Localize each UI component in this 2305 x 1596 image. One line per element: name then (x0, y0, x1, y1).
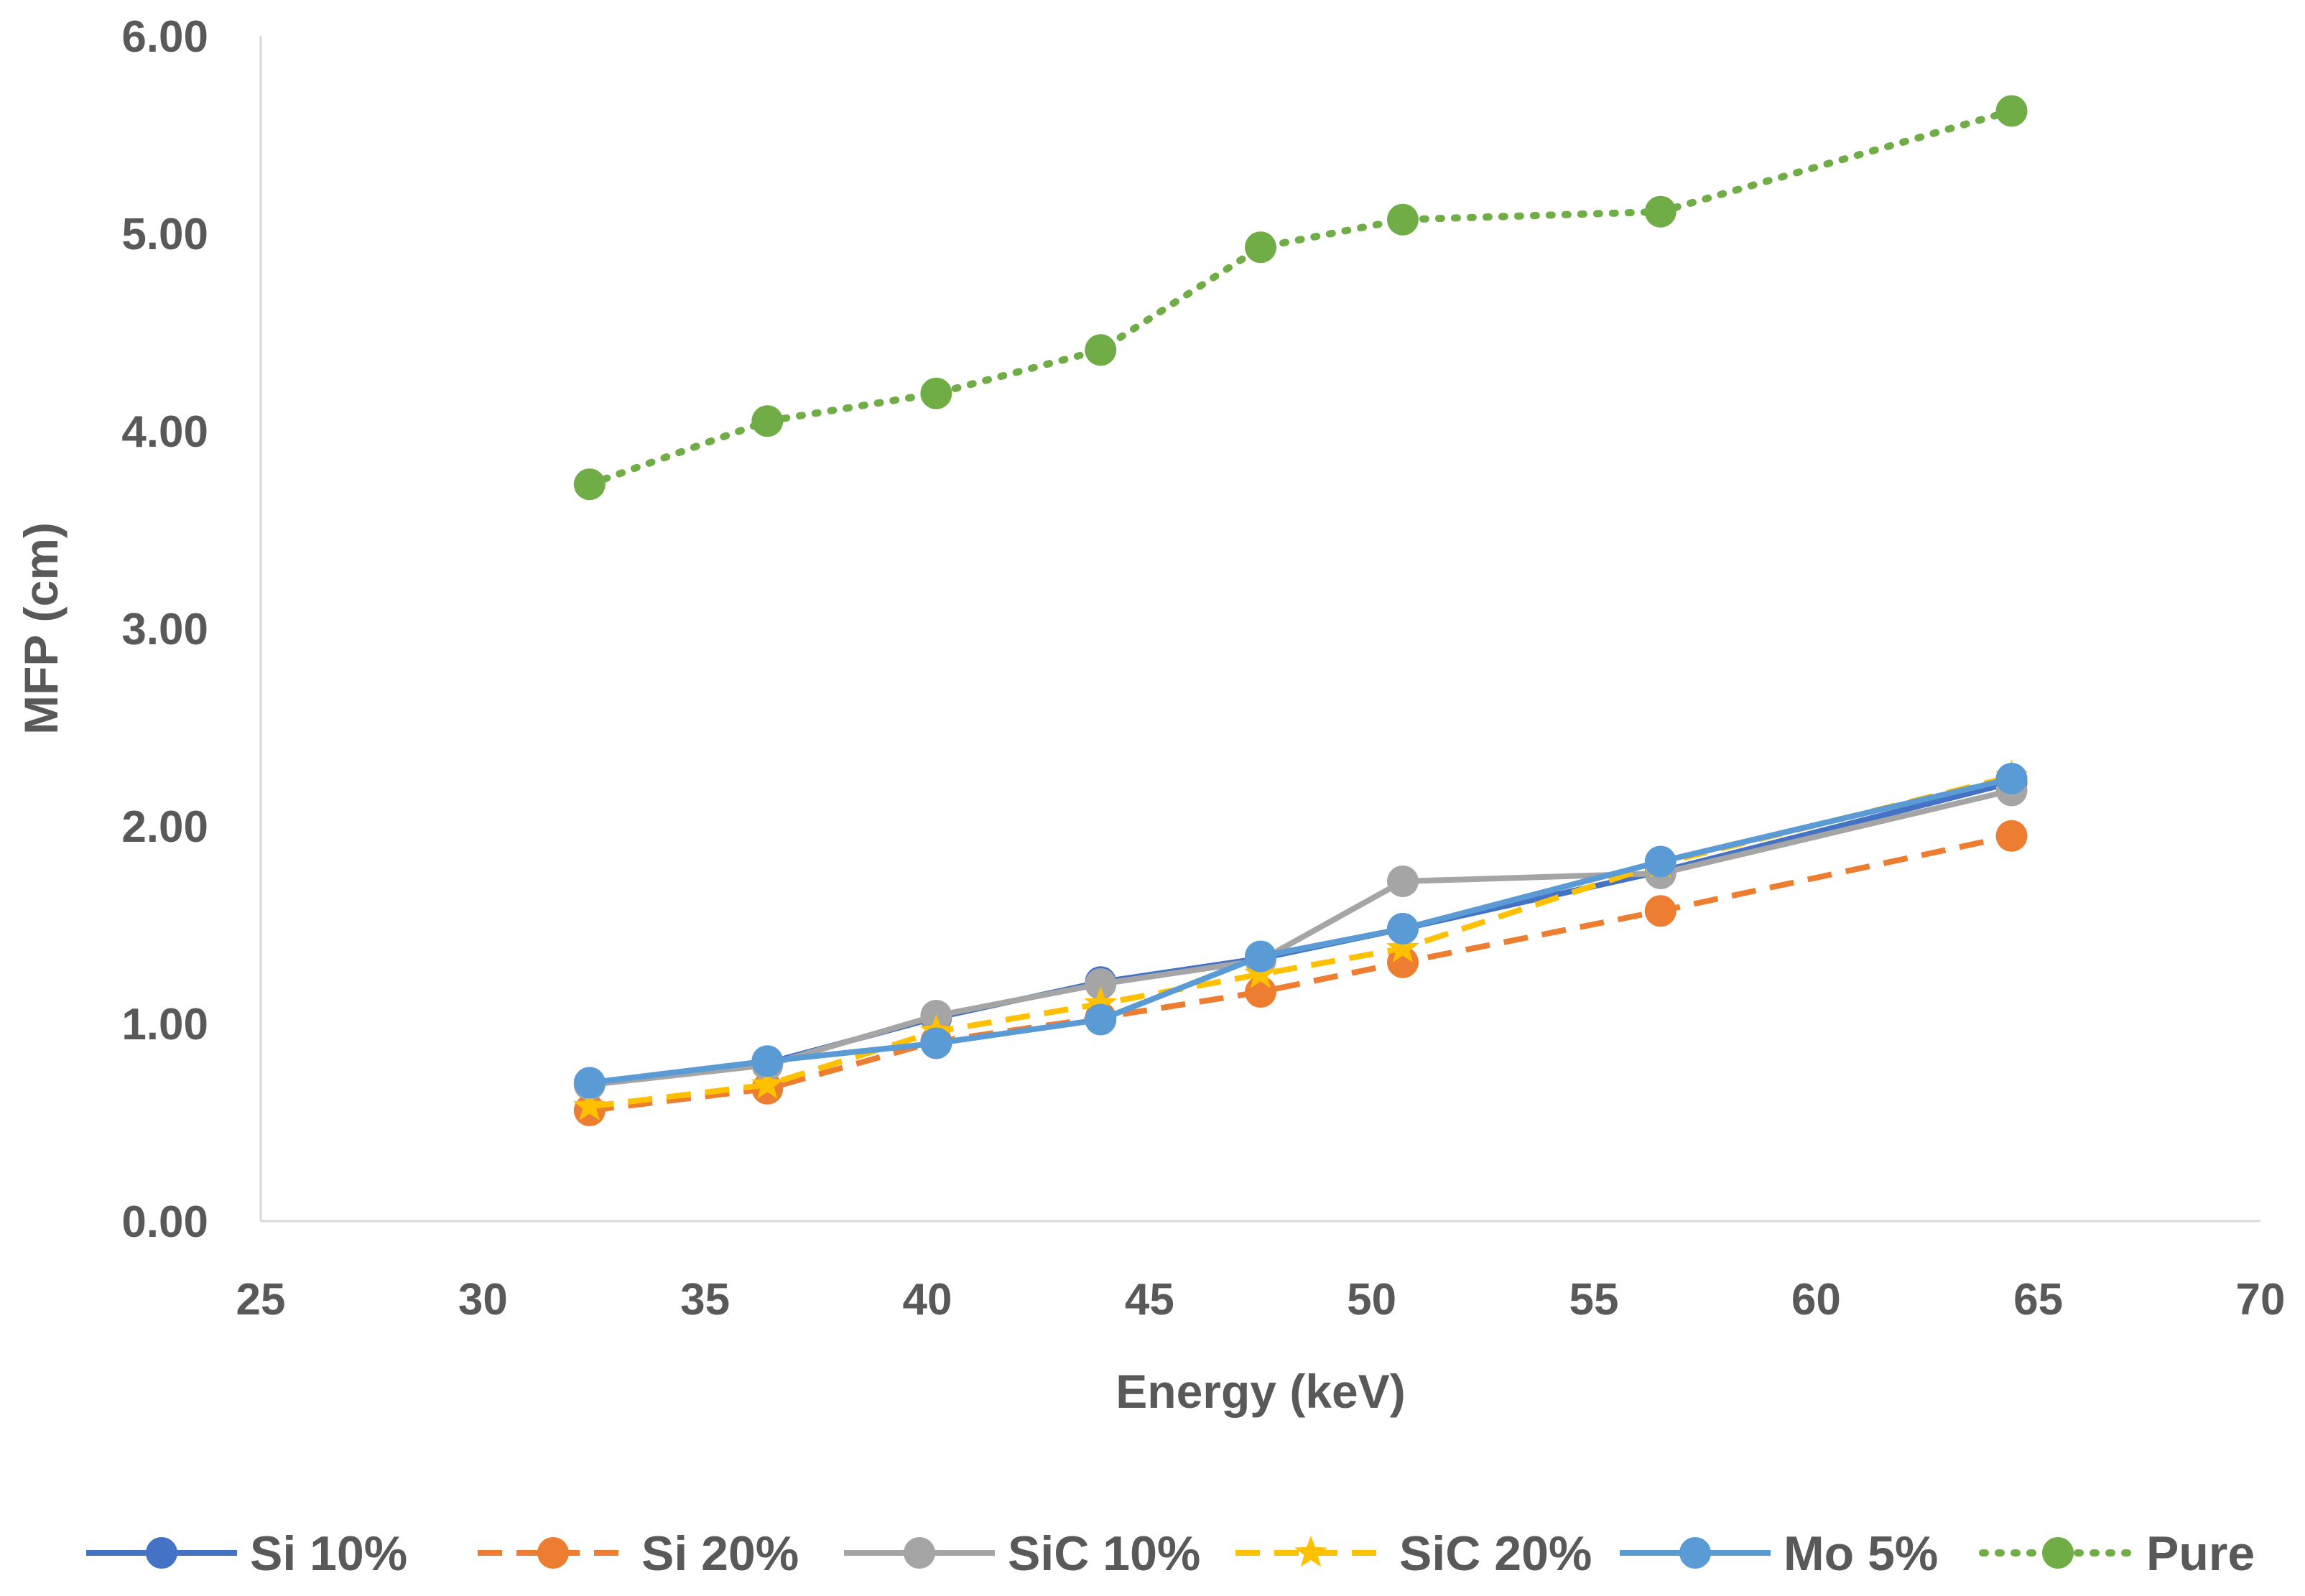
legend-item: Pure (1979, 1526, 2255, 1581)
x-tick-label: 65 (2013, 1275, 2063, 1324)
legend-item: Si 20% (478, 1526, 799, 1581)
data-point (1644, 895, 1676, 927)
y-tick-label: 1.00 (121, 1000, 208, 1049)
x-tick-labels: 25 30 35 40 45 50 55 60 65 70 (236, 1275, 2286, 1324)
data-point (751, 1045, 784, 1077)
data-point (1386, 946, 1419, 978)
y-tick-label: 2.00 (121, 802, 208, 852)
data-point (1644, 845, 1676, 878)
y-tick-label: 5.00 (121, 210, 208, 259)
y-tick-label: 0.00 (121, 1197, 208, 1247)
data-point (1085, 334, 1117, 366)
data-point (1386, 203, 1419, 236)
data-point (1386, 866, 1419, 897)
legend-marker (1294, 1536, 1327, 1567)
series-si-10 (573, 766, 2028, 1099)
data-point (1644, 195, 1676, 228)
series-mo-5 (573, 763, 2028, 1099)
data-point (751, 405, 784, 437)
x-tick-label: 55 (1569, 1275, 1619, 1324)
legend-label: Mo 5% (1784, 1526, 1938, 1581)
legend-label: Si 10% (250, 1526, 407, 1581)
data-point (1995, 820, 2028, 852)
data-point (1084, 986, 1118, 1018)
y-axis-title: MFP (cm) (14, 522, 68, 735)
data-point (1085, 968, 1117, 1000)
series-layer (573, 95, 2028, 1126)
y-tick-label: 4.00 (121, 407, 208, 457)
x-tick-label: 40 (903, 1275, 952, 1324)
legend-item: SiC 10% (844, 1526, 1200, 1581)
y-tick-label: 3.00 (121, 605, 208, 654)
legend-marker (146, 1537, 177, 1569)
data-point (1386, 913, 1419, 945)
data-point (1995, 763, 2028, 794)
data-point (1245, 231, 1276, 264)
series-pure (573, 95, 2028, 501)
data-point (573, 1089, 606, 1121)
x-tick-label: 45 (1125, 1275, 1174, 1324)
legend-label: Si 20% (641, 1526, 799, 1581)
legend-label: SiC 20% (1399, 1526, 1592, 1581)
data-point (1244, 957, 1277, 988)
x-tick-label: 25 (236, 1275, 286, 1324)
data-point (573, 468, 606, 501)
legend-item: SiC 20% (1235, 1526, 1592, 1581)
data-point (1386, 931, 1419, 962)
data-point (1995, 95, 2028, 127)
legend-marker (2042, 1537, 2074, 1569)
x-tick-label: 50 (1347, 1275, 1396, 1324)
data-point (920, 377, 952, 409)
legend-item: Mo 5% (1620, 1526, 1938, 1581)
x-tick-label: 35 (680, 1275, 730, 1324)
legend-marker (537, 1537, 569, 1569)
series-line-pure (585, 107, 2016, 488)
x-tick-label: 30 (458, 1275, 508, 1324)
x-tick-label: 70 (2236, 1275, 2286, 1324)
legend-label: Pure (2146, 1526, 2255, 1581)
series-line-mo-5 (589, 776, 2013, 1086)
legend-label: SiC 10% (1008, 1526, 1200, 1581)
x-axis-title: Energy (keV) (1116, 1365, 1405, 1418)
series-line-si-20 (589, 832, 2013, 1113)
data-point (1085, 1003, 1117, 1036)
legend-marker (1679, 1537, 1711, 1569)
legend-item: Si 10% (86, 1526, 407, 1581)
data-point (1245, 940, 1276, 973)
y-tick-labels: 0.00 1.00 2.00 3.00 4.00 5.00 6.00 (121, 12, 208, 1247)
data-point (920, 1027, 952, 1059)
x-tick-label: 60 (1791, 1275, 1841, 1324)
legend-marker (904, 1537, 935, 1569)
legend: Si 10% Si 20% SiC 10% SiC 20% Mo 5% Pure (86, 1526, 2255, 1581)
series-si-20 (573, 820, 2028, 1126)
data-point (751, 1067, 784, 1099)
y-tick-label: 6.00 (121, 12, 208, 62)
data-point (573, 1067, 606, 1099)
